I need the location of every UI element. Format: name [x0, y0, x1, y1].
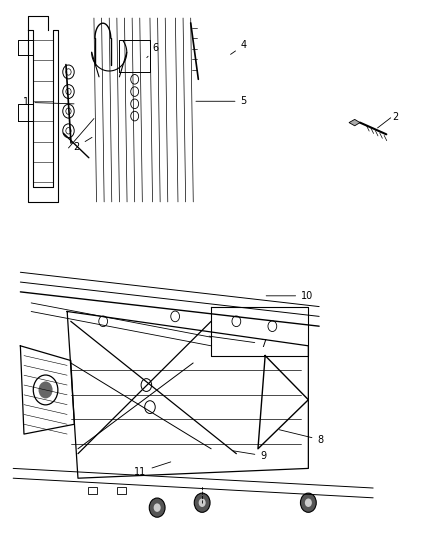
- Circle shape: [149, 498, 165, 517]
- Text: 5: 5: [195, 96, 246, 106]
- Text: 1: 1: [23, 98, 74, 107]
- Circle shape: [153, 503, 160, 512]
- Circle shape: [194, 493, 210, 512]
- Text: 10: 10: [265, 291, 313, 301]
- Polygon shape: [348, 119, 359, 126]
- Text: 7: 7: [208, 336, 266, 349]
- Circle shape: [39, 382, 53, 399]
- Text: 2: 2: [391, 112, 397, 122]
- Circle shape: [198, 498, 205, 507]
- Text: 6: 6: [146, 43, 159, 58]
- Bar: [88, 487, 96, 494]
- Bar: [117, 487, 125, 494]
- Text: 2: 2: [74, 138, 92, 151]
- Text: 4: 4: [230, 41, 246, 54]
- Text: 11: 11: [134, 462, 170, 477]
- Text: 9: 9: [233, 451, 266, 461]
- Circle shape: [304, 498, 311, 507]
- Circle shape: [300, 493, 315, 512]
- Text: 8: 8: [279, 430, 323, 445]
